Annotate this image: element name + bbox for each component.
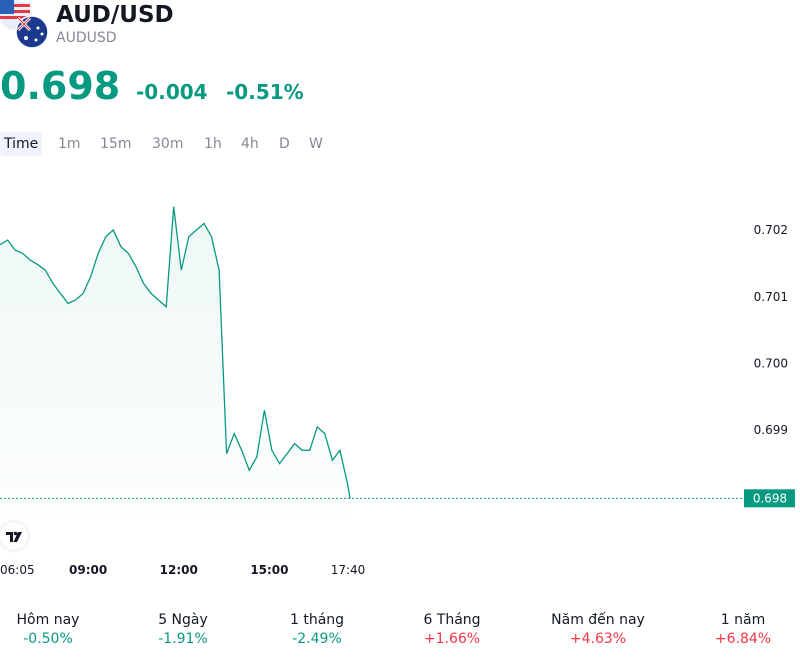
tab-4h[interactable]: 4h: [241, 136, 259, 152]
y-tick-label: 0.700: [754, 357, 788, 371]
return-1y[interactable]: 1 năm +6.84%: [683, 610, 800, 648]
x-tick-label: 06:05: [0, 563, 35, 577]
tv-logo-icon: [6, 531, 22, 542]
return-label: 6 Tháng: [423, 612, 481, 628]
return-today[interactable]: Hôm nay -0.50%: [0, 610, 108, 648]
return-value: +6.84%: [714, 631, 772, 647]
price-area-fill: [0, 206, 350, 517]
tab-d[interactable]: D: [279, 136, 290, 152]
price-change-percent: -0.51%: [226, 80, 304, 104]
return-value: -1.91%: [158, 631, 208, 647]
y-tick-label: 0.702: [754, 223, 788, 237]
return-5d[interactable]: 5 Ngày -1.91%: [123, 610, 243, 648]
price-line: [0, 206, 351, 499]
last-price-badge: [744, 489, 795, 508]
return-1m[interactable]: 1 tháng -2.49%: [257, 610, 377, 648]
return-label: 1 năm: [720, 612, 766, 628]
return-label: Năm đến nay: [551, 612, 645, 628]
ticker-code: AUDUSD: [56, 30, 117, 46]
tab-time[interactable]: Time: [0, 132, 43, 156]
return-label: 1 tháng: [289, 612, 345, 628]
x-tick-label: 09:00: [69, 563, 107, 577]
tab-1h[interactable]: 1h: [204, 136, 222, 152]
y-tick-label: 0.701: [754, 290, 788, 304]
x-tick-label: 17:40: [331, 563, 366, 577]
tab-1m[interactable]: 1m: [58, 136, 81, 152]
return-value: +1.66%: [423, 631, 481, 647]
tradingview-logo: [0, 522, 28, 550]
x-tick-label: 12:00: [160, 563, 198, 577]
y-tick-label: 0.699: [754, 423, 788, 437]
return-value: -0.50%: [23, 631, 73, 647]
tab-30m[interactable]: 30m: [152, 136, 184, 152]
return-6m[interactable]: 6 Tháng +1.66%: [392, 610, 512, 648]
symbol-title: AUD/USD: [56, 2, 174, 28]
return-ytd[interactable]: Năm đến nay +4.63%: [538, 610, 658, 648]
last-price-badge-label: 0.698: [753, 491, 787, 505]
return-value: +4.63%: [569, 631, 627, 647]
last-price: 0.698: [0, 64, 121, 108]
return-label: 5 Ngày: [158, 612, 208, 628]
price-chart[interactable]: 0.702 0.701 0.700 0.699 06:05 09:00 12:00 15:0…: [0, 190, 800, 590]
return-label: Hôm nay: [16, 612, 80, 628]
tab-w[interactable]: W: [309, 136, 323, 152]
price-change: -0.004: [136, 80, 208, 104]
tab-15m[interactable]: 15m: [100, 136, 132, 152]
return-value: -2.49%: [292, 631, 342, 647]
currency-flags-icon: [0, 0, 49, 49]
x-tick-label: 15:00: [250, 563, 288, 577]
